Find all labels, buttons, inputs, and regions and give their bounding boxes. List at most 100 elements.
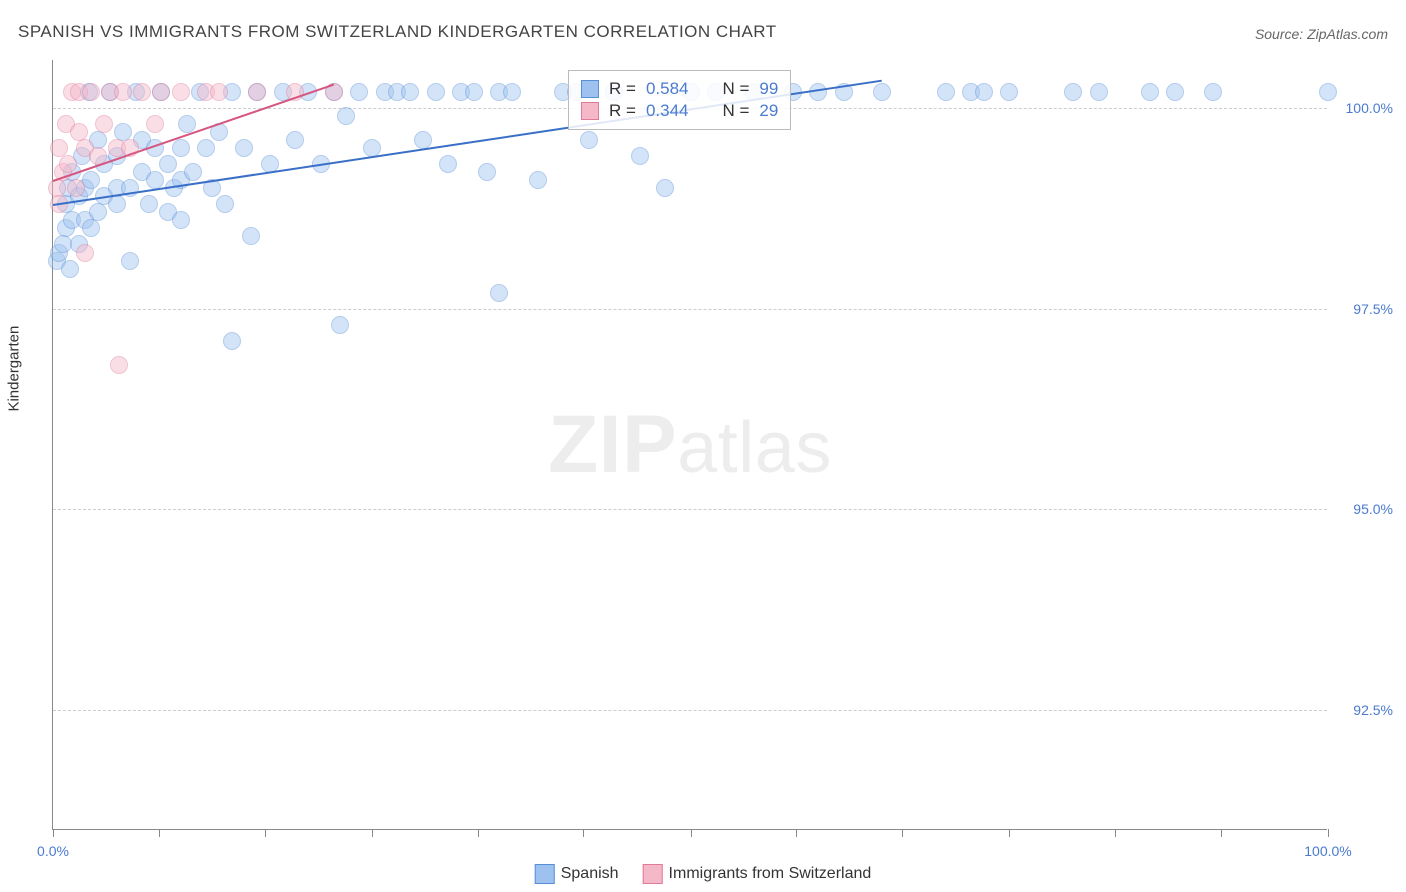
stats-n-value: 29 <box>759 101 778 121</box>
watermark: ZIPatlas <box>548 398 832 492</box>
scatter-point <box>133 83 151 101</box>
scatter-point <box>529 171 547 189</box>
x-tick <box>478 829 479 837</box>
scatter-point <box>331 316 349 334</box>
x-tick <box>372 829 373 837</box>
scatter-point <box>465 83 483 101</box>
gridline <box>53 309 1327 310</box>
scatter-point <box>61 260 79 278</box>
scatter-point <box>82 83 100 101</box>
scatter-point <box>152 83 170 101</box>
scatter-point <box>439 155 457 173</box>
scatter-point <box>1166 83 1184 101</box>
scatter-point <box>223 332 241 350</box>
scatter-point <box>172 211 190 229</box>
scatter-point <box>401 83 419 101</box>
plot-area: ZIPatlas 92.5%95.0%97.5%100.0%0.0%100.0%… <box>52 60 1327 830</box>
y-tick-label: 97.5% <box>1353 301 1393 317</box>
watermark-bold: ZIP <box>548 399 677 490</box>
scatter-point <box>121 252 139 270</box>
scatter-point <box>76 244 94 262</box>
scatter-point <box>178 115 196 133</box>
x-tick <box>796 829 797 837</box>
x-tick <box>1115 829 1116 837</box>
scatter-point <box>172 139 190 157</box>
scatter-point <box>975 83 993 101</box>
stats-row: R = 0.344 N = 29 <box>581 101 778 121</box>
scatter-point <box>490 284 508 302</box>
gridline <box>53 509 1327 510</box>
scatter-point <box>1141 83 1159 101</box>
gridline <box>53 710 1327 711</box>
scatter-point <box>114 83 132 101</box>
scatter-point <box>216 195 234 213</box>
scatter-point <box>1000 83 1018 101</box>
chart-source: Source: ZipAtlas.com <box>1255 26 1388 42</box>
scatter-point <box>59 155 77 173</box>
scatter-point <box>337 107 355 125</box>
x-tick <box>1221 829 1222 837</box>
scatter-point <box>1064 83 1082 101</box>
legend-item: Immigrants from Switzerland <box>643 864 872 884</box>
legend: Spanish Immigrants from Switzerland <box>535 864 872 884</box>
scatter-point <box>172 83 190 101</box>
y-tick-label: 95.0% <box>1353 501 1393 517</box>
scatter-point <box>146 115 164 133</box>
x-tick <box>159 829 160 837</box>
scatter-point <box>427 83 445 101</box>
y-tick-label: 92.5% <box>1353 702 1393 718</box>
chart-title: SPANISH VS IMMIGRANTS FROM SWITZERLAND K… <box>18 22 777 42</box>
legend-swatch <box>643 864 663 884</box>
scatter-point <box>478 163 496 181</box>
scatter-point <box>248 83 266 101</box>
scatter-point <box>1319 83 1337 101</box>
legend-label: Immigrants from Switzerland <box>669 865 872 882</box>
scatter-point <box>1090 83 1108 101</box>
x-tick <box>53 829 54 837</box>
scatter-point <box>82 171 100 189</box>
scatter-point <box>159 155 177 173</box>
scatter-point <box>286 131 304 149</box>
y-axis-label: Kindergarten <box>6 326 23 412</box>
scatter-point <box>108 195 126 213</box>
x-tick-label: 0.0% <box>37 843 69 859</box>
scatter-point <box>197 139 215 157</box>
scatter-point <box>210 83 228 101</box>
y-tick-label: 100.0% <box>1346 100 1393 116</box>
scatter-point <box>95 115 113 133</box>
x-tick <box>583 829 584 837</box>
scatter-point <box>350 83 368 101</box>
stats-row: R = 0.584 N = 99 <box>581 79 778 99</box>
x-tick <box>691 829 692 837</box>
scatter-point <box>656 179 674 197</box>
scatter-point <box>235 139 253 157</box>
scatter-point <box>503 83 521 101</box>
stats-n-label: N = <box>722 101 749 121</box>
scatter-point <box>873 83 891 101</box>
scatter-point <box>631 147 649 165</box>
stats-n-value: 99 <box>759 79 778 99</box>
x-tick <box>1009 829 1010 837</box>
stats-r-value: 0.344 <box>646 101 689 121</box>
scatter-point <box>67 179 85 197</box>
legend-item: Spanish <box>535 864 619 884</box>
legend-swatch <box>535 864 555 884</box>
stats-r-label: R = <box>609 101 636 121</box>
scatter-point <box>580 131 598 149</box>
stats-box: R = 0.584 N = 99 R = 0.344 N = 29 <box>568 70 791 130</box>
scatter-point <box>140 195 158 213</box>
scatter-point <box>110 356 128 374</box>
scatter-point <box>937 83 955 101</box>
x-tick-label: 100.0% <box>1304 843 1351 859</box>
stats-swatch <box>581 102 599 120</box>
stats-n-label: N = <box>722 79 749 99</box>
stats-r-value: 0.584 <box>646 79 689 99</box>
x-tick <box>1328 829 1329 837</box>
stats-swatch <box>581 80 599 98</box>
stats-r-label: R = <box>609 79 636 99</box>
legend-label: Spanish <box>561 865 619 882</box>
scatter-point <box>242 227 260 245</box>
x-tick <box>902 829 903 837</box>
scatter-point <box>184 163 202 181</box>
scatter-point <box>1204 83 1222 101</box>
